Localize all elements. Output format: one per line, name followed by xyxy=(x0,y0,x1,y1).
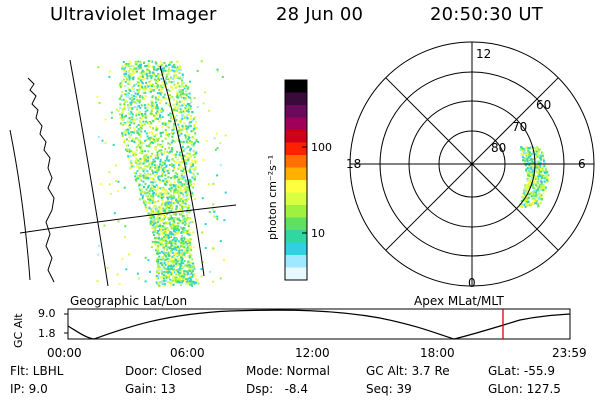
colorbar: 100 10 photon cm⁻²s⁻¹ xyxy=(266,79,332,281)
geographic-caption: Geographic Lat/Lon xyxy=(70,294,187,308)
mode-readout: Mode: Normal xyxy=(246,364,330,378)
mlt-label-18: 18 xyxy=(346,157,361,171)
instrument-title: Ultraviolet Imager xyxy=(50,4,217,25)
colorbar-tick-label: 10 xyxy=(311,227,325,240)
polar-caption: Apex MLat/MLT xyxy=(414,294,504,308)
time-tick-label: 23:59 xyxy=(552,346,587,360)
mlt-label-6: 6 xyxy=(578,157,586,171)
mlt-label-0: 0 xyxy=(468,276,476,290)
alt-tick-label: 9.0 xyxy=(38,307,56,320)
meridian-line xyxy=(9,129,31,281)
mlat-label-80: 80 xyxy=(491,141,506,155)
mlt-label-12: 12 xyxy=(476,47,491,61)
gc-alt-readout: GC Alt: 3.7 Re xyxy=(366,364,450,378)
time-tick-label: 18:00 xyxy=(420,346,455,360)
time-tick-label: 00:00 xyxy=(47,346,82,360)
glat-readout: GLat: -55.9 xyxy=(488,364,555,378)
colorbar-tick-label: 100 xyxy=(311,141,332,154)
image-time: 20:50:30 UT xyxy=(430,4,543,25)
image-date: 28 Jun 00 xyxy=(276,4,364,25)
mlat-label-60: 60 xyxy=(536,98,551,112)
dsp-readout: Dsp: -8.4 xyxy=(246,382,309,396)
latitude-line xyxy=(19,204,237,234)
auroral-emission-geographic xyxy=(96,60,227,287)
altitude-strip: 9.0 1.8 GC Alt 00:00 06:00 12:00 18:00 2… xyxy=(12,307,587,360)
meridian-line xyxy=(159,65,205,277)
alt-tick-label: 1.8 xyxy=(38,327,56,340)
alt-axis-label: GC Alt xyxy=(12,313,25,348)
geographic-image-panel xyxy=(9,59,237,287)
gain-readout: Gain: 13 xyxy=(125,382,176,396)
altitude-curve xyxy=(67,309,571,340)
time-tick-label: 06:00 xyxy=(170,346,205,360)
glon-readout: GLon: 127.5 xyxy=(488,382,561,396)
colorbar-unit-label: photon cm⁻²s⁻¹ xyxy=(266,155,279,240)
door-readout: Door: Closed xyxy=(125,364,202,378)
coastline xyxy=(27,77,55,283)
time-tick-label: 12:00 xyxy=(295,346,330,360)
ip-readout: IP: 9.0 xyxy=(10,382,48,396)
meridian-line xyxy=(69,59,109,287)
filter-readout: Flt: LBHL xyxy=(10,364,64,378)
mlat-label-70: 70 xyxy=(512,120,527,134)
mlt-meridian-diagonal xyxy=(385,77,559,251)
seq-readout: Seq: 39 xyxy=(366,382,412,396)
polar-plot: 12 18 6 0 60 70 80 xyxy=(346,41,595,290)
